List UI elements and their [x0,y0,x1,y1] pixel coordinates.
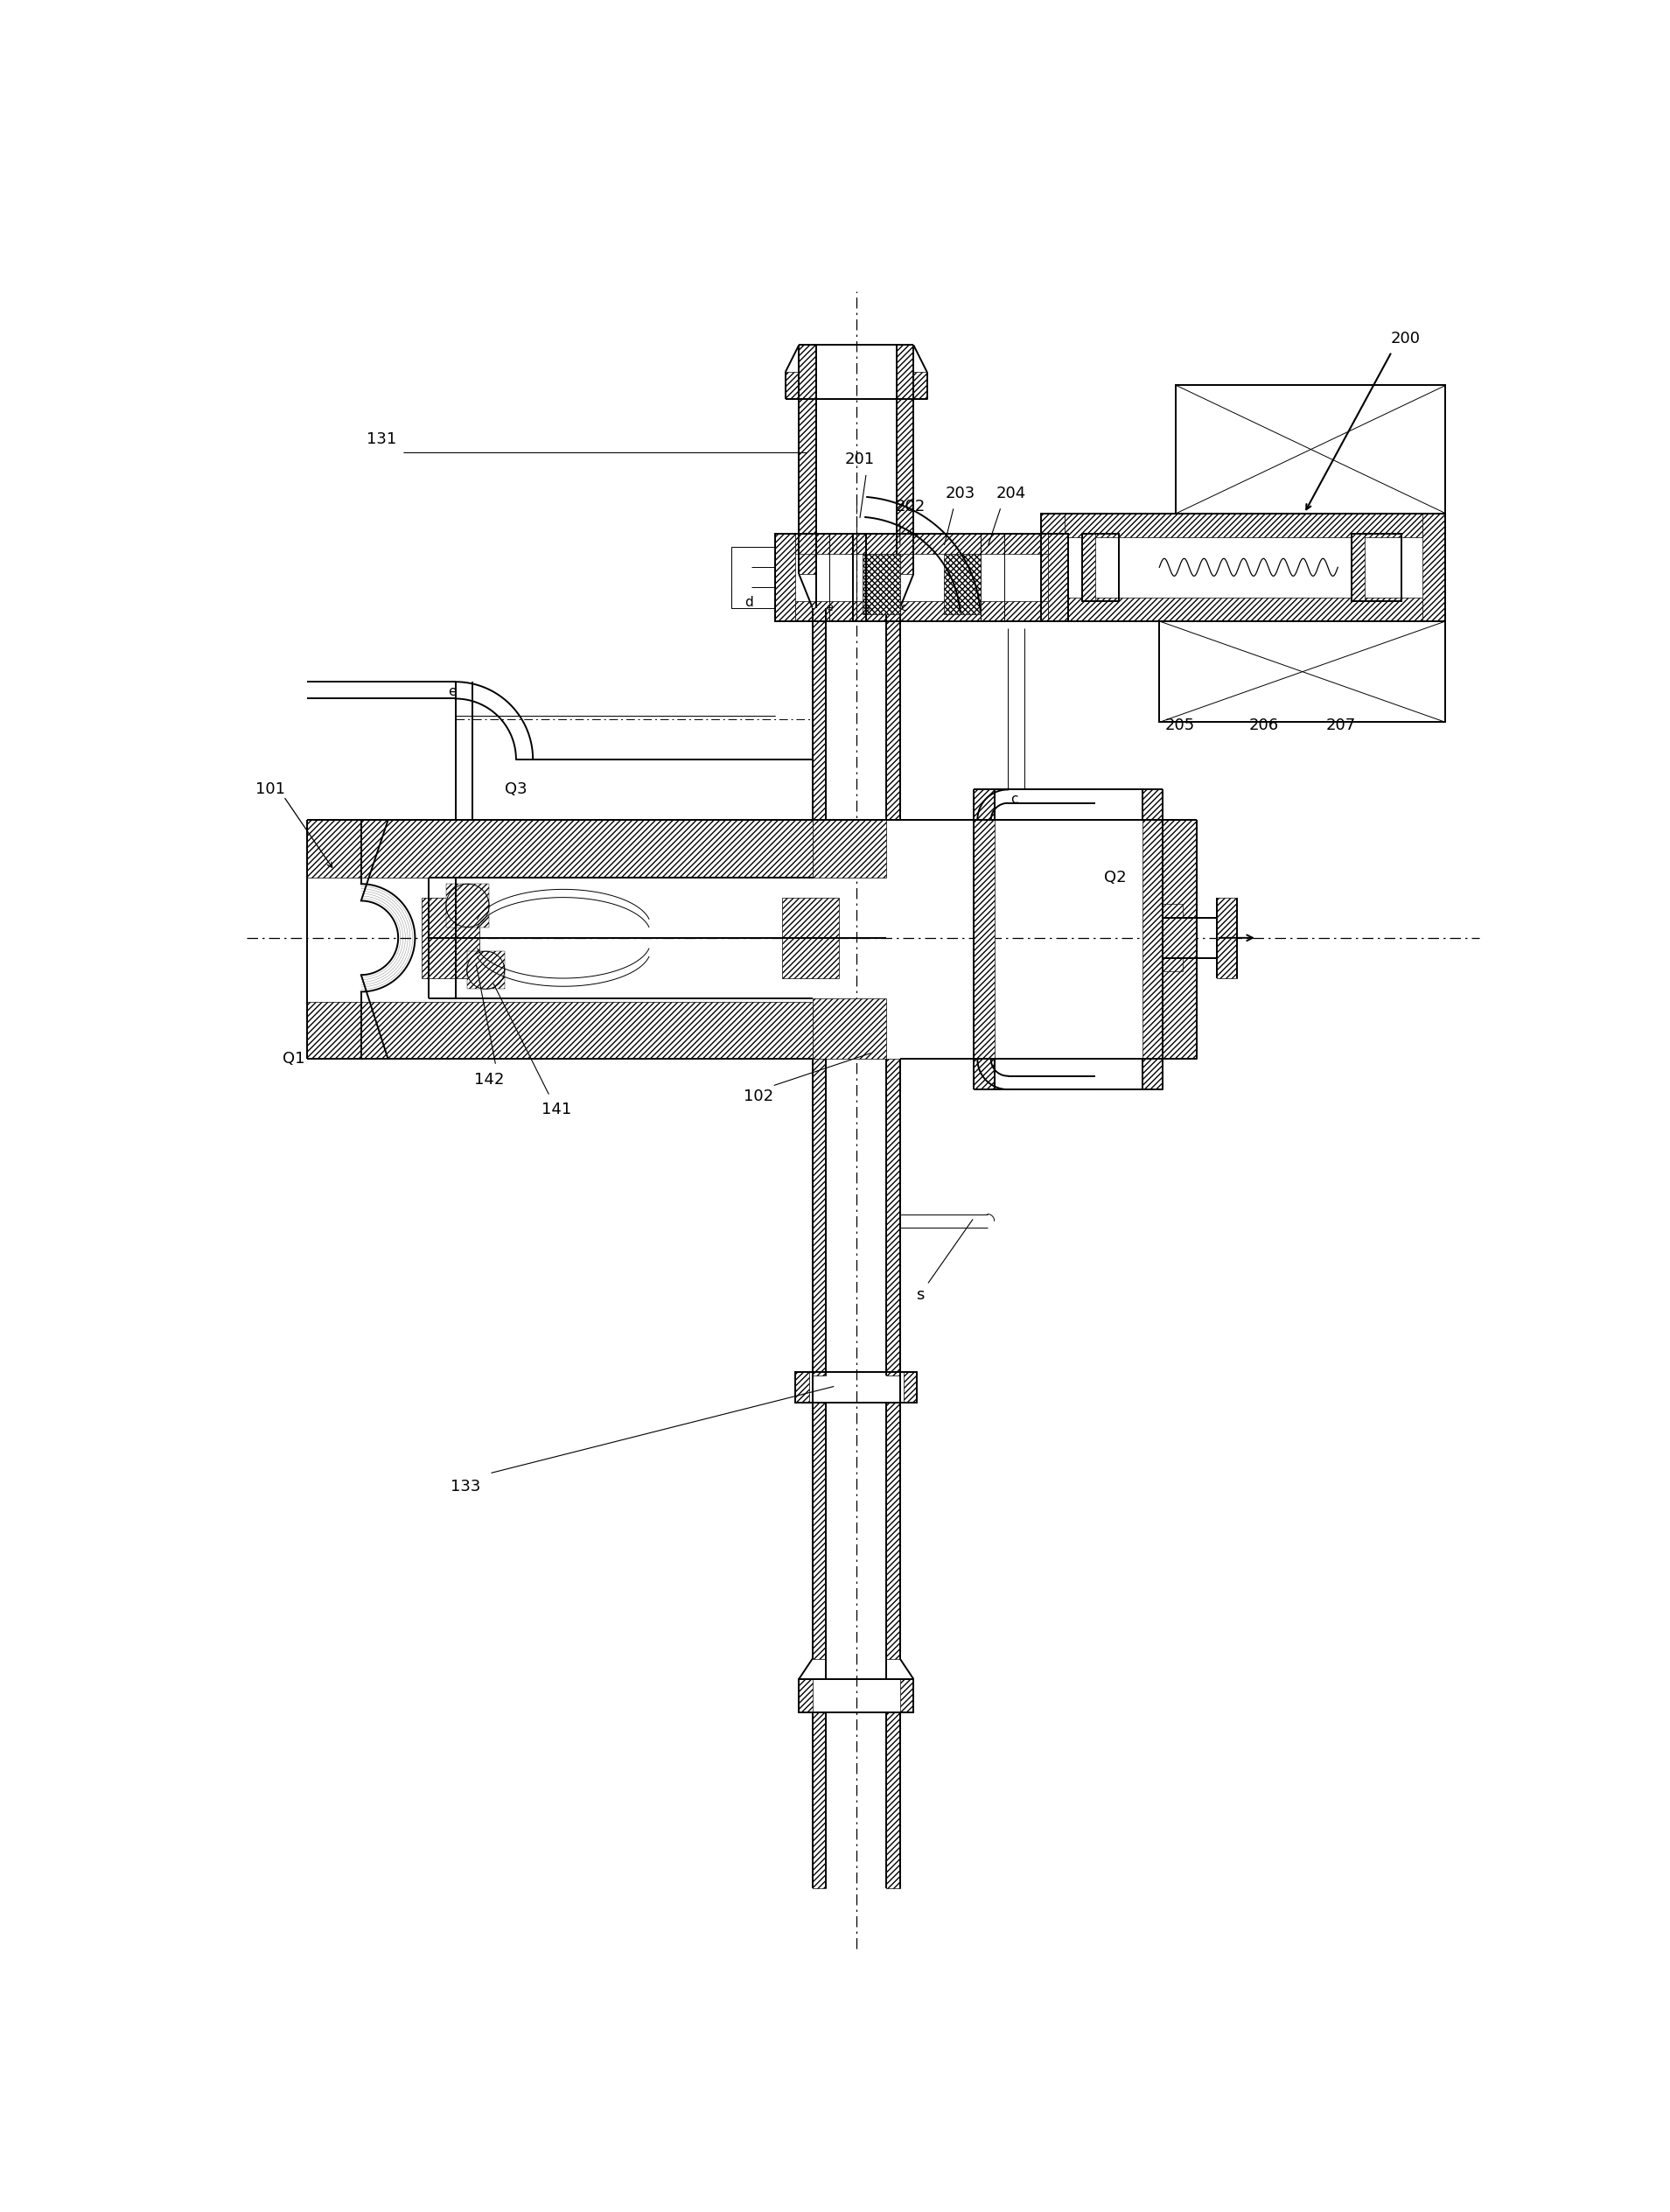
Bar [1162,905,1182,918]
Text: 201: 201 [845,451,875,467]
Bar [1423,513,1446,622]
Text: c: c [900,602,907,613]
Bar [1176,385,1446,513]
Bar [423,898,479,978]
Bar [1082,533,1096,602]
Bar [812,1402,827,1659]
Text: 101: 101 [256,781,286,799]
Bar [1042,513,1065,622]
Bar [361,821,812,878]
Bar [1082,533,1119,602]
Bar [944,553,980,615]
Bar [798,345,817,575]
Bar [798,1679,812,1712]
Text: 141: 141 [541,1102,571,1117]
Text: c: c [1010,794,1019,807]
Text: 202: 202 [895,498,925,515]
Bar [863,553,900,615]
Bar [812,821,887,878]
Bar [307,1002,361,1060]
Bar [812,1060,827,1376]
Bar [812,1712,827,1887]
Bar [1042,513,1446,622]
Bar [1162,821,1196,1060]
Bar [812,608,827,821]
Text: e: e [448,686,456,699]
Text: d: d [745,595,753,608]
Bar [1351,533,1364,602]
Bar [974,790,994,1091]
Bar [913,372,927,398]
Text: 207: 207 [1326,717,1356,734]
Bar [1162,958,1182,971]
Bar [1065,597,1423,622]
Bar [1159,622,1446,723]
Bar [782,898,840,978]
Bar [795,602,1049,622]
Bar [446,885,489,927]
Bar [307,821,361,878]
Text: 206: 206 [1249,717,1279,734]
Bar [812,998,887,1060]
Text: 133: 133 [451,1480,481,1495]
Bar [887,1060,900,1376]
Text: 131: 131 [366,431,396,447]
Text: 205: 205 [1164,717,1194,734]
Bar [1351,533,1401,602]
Text: 203: 203 [945,484,975,502]
Bar [887,1712,900,1887]
Bar [795,1371,808,1402]
Text: 102: 102 [743,1088,773,1104]
Bar [798,1679,913,1712]
Bar [361,1002,812,1060]
Text: 142: 142 [474,1071,504,1088]
Bar [795,533,1049,553]
Text: 204: 204 [997,484,1025,502]
Bar [903,1371,917,1402]
Bar [775,533,795,622]
Bar [897,345,913,575]
Bar [1049,533,1069,622]
Text: 200: 200 [1391,330,1419,345]
Text: s: s [863,602,868,613]
Text: Q1: Q1 [282,1051,306,1066]
Bar [1142,790,1162,1091]
Bar [795,1371,917,1402]
Bar [887,608,900,821]
Bar [785,372,798,398]
Bar [731,546,775,608]
Bar [887,1402,900,1659]
Text: e: e [827,602,833,613]
Bar [1216,898,1237,978]
Bar [468,951,504,989]
Text: Q3: Q3 [504,781,528,799]
Bar [900,1679,913,1712]
Text: Q2: Q2 [1104,869,1127,885]
Text: s: s [917,1287,924,1303]
Bar [1065,513,1423,538]
Bar [775,533,1069,622]
